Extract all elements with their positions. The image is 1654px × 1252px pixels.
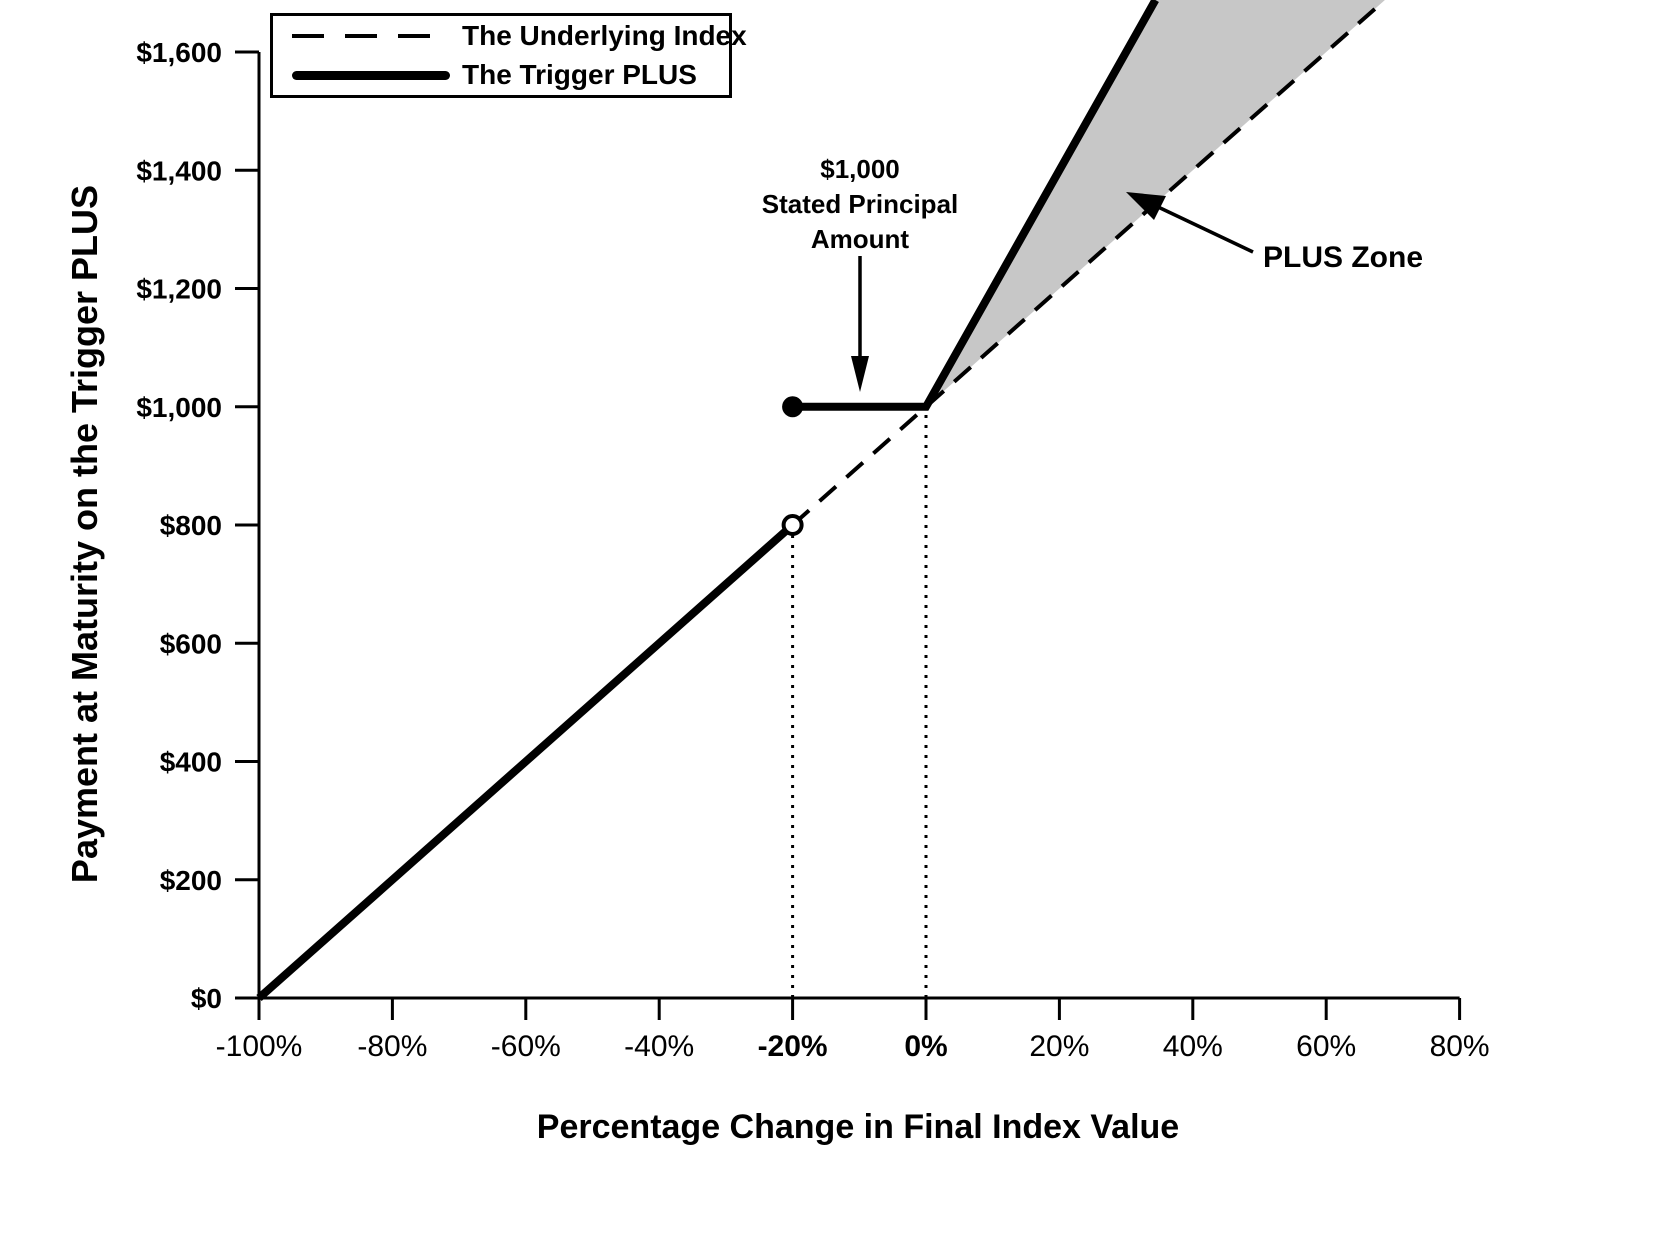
svg-text:60%: 60% xyxy=(1296,1030,1356,1063)
thick-line-sample-icon xyxy=(292,70,450,80)
svg-text:$800: $800 xyxy=(160,510,222,541)
svg-text:-60%: -60% xyxy=(491,1030,561,1063)
stated-principal-annotation: $1,000 Stated Principal Amount xyxy=(762,152,959,257)
annotation-line: Stated Principal xyxy=(761,189,959,219)
legend-label: The Underlying Index xyxy=(462,20,747,51)
plus-zone-annotation: PLUS Zone xyxy=(1263,241,1424,274)
svg-text:$200: $200 xyxy=(160,865,222,896)
legend-entry-trigger-plus: The Trigger PLUS xyxy=(292,56,729,94)
svg-text:20%: 20% xyxy=(1029,1030,1089,1063)
annotation-line: Amount xyxy=(810,224,910,254)
svg-text:0%: 0% xyxy=(904,1030,947,1063)
svg-text:40%: 40% xyxy=(1163,1030,1223,1063)
svg-text:$1,000: $1,000 xyxy=(136,392,222,423)
svg-text:$400: $400 xyxy=(160,747,222,778)
svg-text:$1,400: $1,400 xyxy=(136,155,222,186)
svg-text:$600: $600 xyxy=(160,628,222,659)
svg-text:$1,600: $1,600 xyxy=(136,37,222,68)
y-axis-title: Payment at Maturity on the Trigger PLUS xyxy=(64,184,105,884)
svg-text:-80%: -80% xyxy=(357,1030,427,1063)
svg-text:-20%: -20% xyxy=(758,1030,828,1063)
svg-text:-40%: -40% xyxy=(624,1030,694,1063)
x-axis-title: Percentage Change in Final Index Value xyxy=(536,1108,1180,1146)
annotation-line: $1,000 xyxy=(820,154,900,184)
svg-text:$1,200: $1,200 xyxy=(136,274,222,305)
svg-text:-100%: -100% xyxy=(216,1030,303,1063)
svg-text:80%: 80% xyxy=(1430,1030,1490,1063)
svg-text:$0: $0 xyxy=(191,983,222,1014)
dashed-line-sample-icon xyxy=(292,34,450,38)
legend-label: The Trigger PLUS xyxy=(462,59,697,90)
legend-entry-underlying-index: The Underlying Index xyxy=(292,17,747,55)
legend-box: The Underlying Index The Trigger PLUS xyxy=(270,13,747,98)
